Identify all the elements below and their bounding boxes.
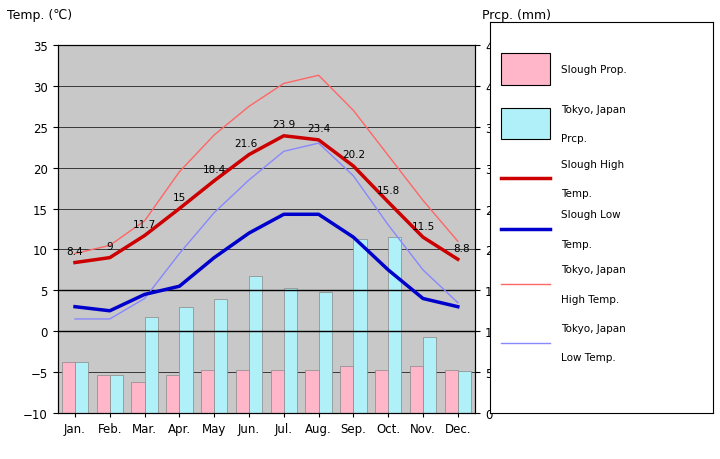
Text: 23.4: 23.4: [307, 124, 330, 134]
Bar: [75, 363, 89, 413]
Text: Low Temp.: Low Temp.: [561, 353, 616, 363]
Bar: [271, 370, 284, 413]
Text: Prcp. (mm): Prcp. (mm): [482, 9, 552, 22]
Text: Slough Prop.: Slough Prop.: [561, 65, 627, 75]
Bar: [166, 375, 179, 413]
Bar: [214, 299, 228, 413]
Text: Tokyo, Japan: Tokyo, Japan: [561, 323, 626, 333]
Bar: [201, 370, 214, 413]
Text: 20.2: 20.2: [342, 150, 365, 160]
Text: 8.4: 8.4: [67, 246, 84, 257]
Text: 21.6: 21.6: [234, 139, 257, 149]
Text: Temp.: Temp.: [561, 189, 592, 199]
Text: 18.4: 18.4: [202, 165, 226, 175]
Text: Slough High: Slough High: [561, 159, 624, 169]
Text: Slough Low: Slough Low: [561, 210, 621, 220]
Text: 8.8: 8.8: [453, 243, 469, 253]
Text: Temp. (℃): Temp. (℃): [7, 9, 72, 22]
Bar: [444, 370, 458, 413]
Bar: [340, 366, 354, 413]
Bar: [131, 382, 145, 413]
Bar: [235, 370, 249, 413]
Text: Temp.: Temp.: [561, 240, 592, 249]
Bar: [458, 371, 471, 413]
Bar: [318, 292, 332, 413]
Bar: [109, 375, 123, 413]
Bar: [423, 337, 436, 413]
Bar: [375, 370, 388, 413]
Text: 11.7: 11.7: [133, 219, 156, 230]
Text: High Temp.: High Temp.: [561, 294, 619, 304]
Text: Prcp.: Prcp.: [561, 134, 587, 144]
Text: 23.9: 23.9: [272, 120, 295, 130]
Text: 15.8: 15.8: [377, 186, 400, 196]
Bar: [249, 276, 262, 413]
Bar: [410, 366, 423, 413]
Text: Tokyo, Japan: Tokyo, Japan: [561, 265, 626, 274]
Bar: [62, 363, 75, 413]
Text: 11.5: 11.5: [411, 221, 435, 231]
Bar: [305, 370, 318, 413]
Bar: [354, 239, 366, 413]
Bar: [96, 375, 109, 413]
Bar: [388, 238, 402, 413]
Bar: [179, 307, 193, 413]
Text: 9: 9: [107, 241, 113, 252]
Bar: [284, 288, 297, 413]
FancyBboxPatch shape: [501, 54, 550, 85]
Text: 15: 15: [173, 193, 186, 202]
Text: Tokyo, Japan: Tokyo, Japan: [561, 105, 626, 115]
Bar: [145, 318, 158, 413]
FancyBboxPatch shape: [501, 109, 550, 140]
